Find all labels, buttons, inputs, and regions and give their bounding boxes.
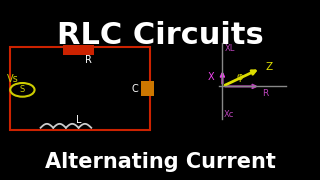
Text: Xc: Xc xyxy=(224,110,234,119)
Text: φ: φ xyxy=(236,72,243,82)
Text: RLC Circuits: RLC Circuits xyxy=(57,21,263,51)
Text: Z: Z xyxy=(266,62,273,72)
Text: S: S xyxy=(20,85,25,94)
Text: Alternating Current: Alternating Current xyxy=(44,152,276,172)
Text: C: C xyxy=(132,84,139,94)
Text: R: R xyxy=(85,55,92,65)
Bar xyxy=(10,47,150,130)
Bar xyxy=(141,81,154,96)
Text: L: L xyxy=(76,115,82,125)
Text: R: R xyxy=(262,89,269,98)
Text: XL: XL xyxy=(225,44,235,53)
Bar xyxy=(63,45,94,55)
Text: X: X xyxy=(208,72,214,82)
Text: Vs: Vs xyxy=(7,74,19,84)
